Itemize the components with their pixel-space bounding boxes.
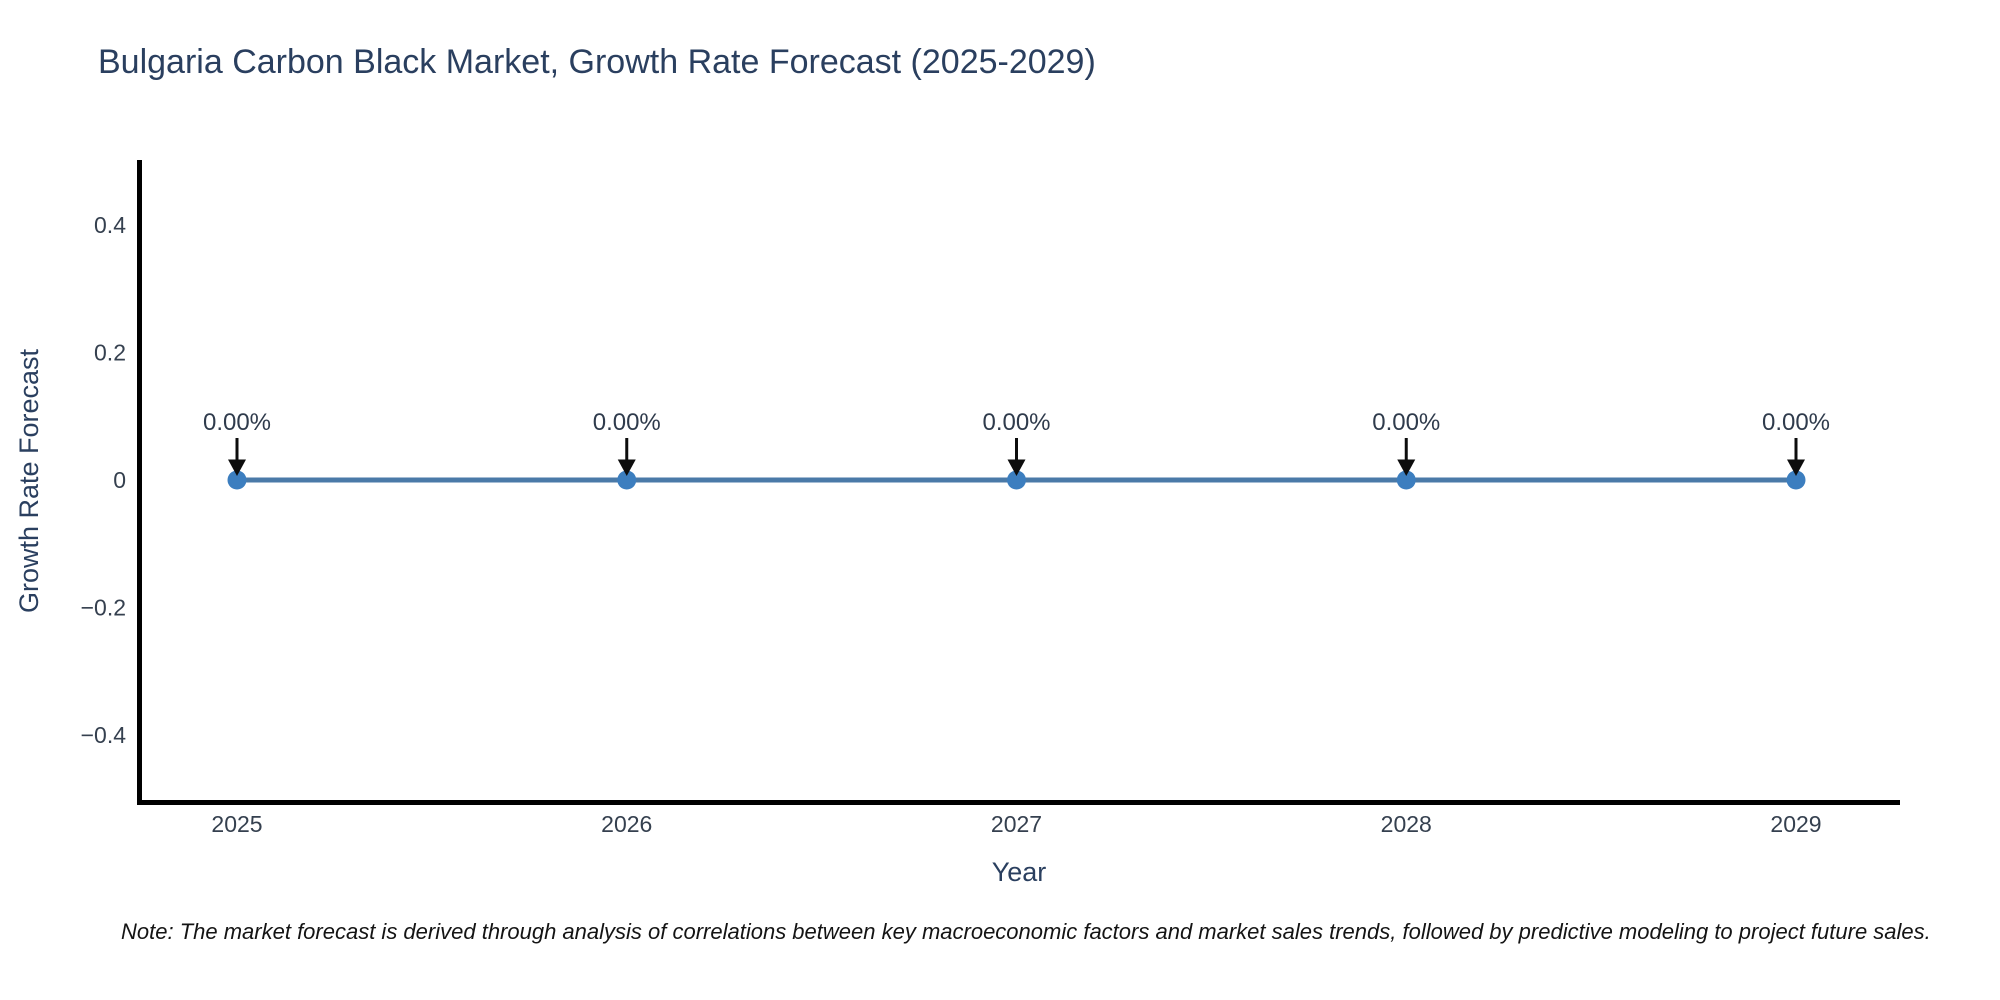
data-point-marker [227,470,247,490]
x-tick-label: 2026 [601,811,652,837]
series-group [227,470,1806,490]
x-tick-label: 2028 [1381,811,1432,837]
annotation-arrowhead [1787,459,1805,476]
x-tick-label: 2029 [1770,811,1821,837]
annotation-arrowhead [1007,459,1026,476]
annotations-group: 0.00% 0.00% 0.00% 0.00% 0.00% [203,409,1830,476]
y-axis-tick-labels: 0.4 0.2 0 −0.2 −0.4 [81,212,127,748]
point-value-label: 0.00% [1762,409,1830,436]
y-axis-title: Growth Rate Forecast [14,348,44,613]
point-value-label: 0.00% [593,409,661,436]
y-tick-label: 0.4 [94,212,126,238]
y-tick-label: −0.4 [81,722,127,748]
annotation-arrowhead [1397,459,1416,476]
y-tick-label: 0.2 [94,340,126,366]
point-value-label: 0.00% [982,409,1050,436]
y-tick-label: −0.2 [81,595,126,621]
annotation-arrowhead [228,459,246,476]
footnote: Note: The market forecast is derived thr… [121,919,1931,944]
x-tick-label: 2027 [991,811,1042,837]
data-point-marker [1786,470,1806,490]
point-value-label: 0.00% [203,409,271,436]
point-value-label: 0.00% [1372,409,1440,436]
x-axis-tick-labels: 2025 2026 2027 2028 2029 [211,811,1821,837]
chart-title: Bulgaria Carbon Black Market, Growth Rat… [98,43,1096,81]
annotation-arrowhead [617,459,636,476]
data-point-marker [1007,470,1026,490]
data-point-marker [617,470,637,490]
y-tick-label: 0 [113,467,126,493]
x-tick-label: 2025 [211,811,262,837]
x-axis-title: Year [992,857,1047,887]
data-point-marker [1396,470,1416,490]
